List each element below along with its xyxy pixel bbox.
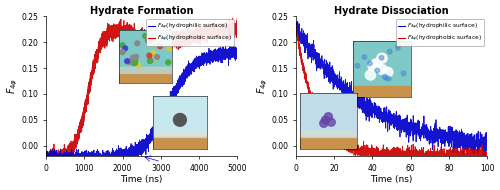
Y-axis label: $F_{4\varphi}$: $F_{4\varphi}$: [256, 78, 270, 94]
Title: Hydrate Formation: Hydrate Formation: [90, 6, 194, 16]
X-axis label: Time (ns): Time (ns): [370, 175, 412, 184]
Legend: $F_{4\varphi}$(hydrophilic surface), $F_{4\varphi}$(hydrophobic surface): $F_{4\varphi}$(hydrophilic surface), $F_…: [396, 19, 484, 46]
X-axis label: Time (ns): Time (ns): [120, 175, 163, 184]
Legend: $F_{4\varphi}$(hydrophilic surface), $F_{4\varphi}$(hydrophobic surface): $F_{4\varphi}$(hydrophilic surface), $F_…: [146, 19, 234, 46]
Title: Hydrate Dissociation: Hydrate Dissociation: [334, 6, 449, 16]
Y-axis label: $F_{4\varphi}$: $F_{4\varphi}$: [6, 78, 20, 94]
